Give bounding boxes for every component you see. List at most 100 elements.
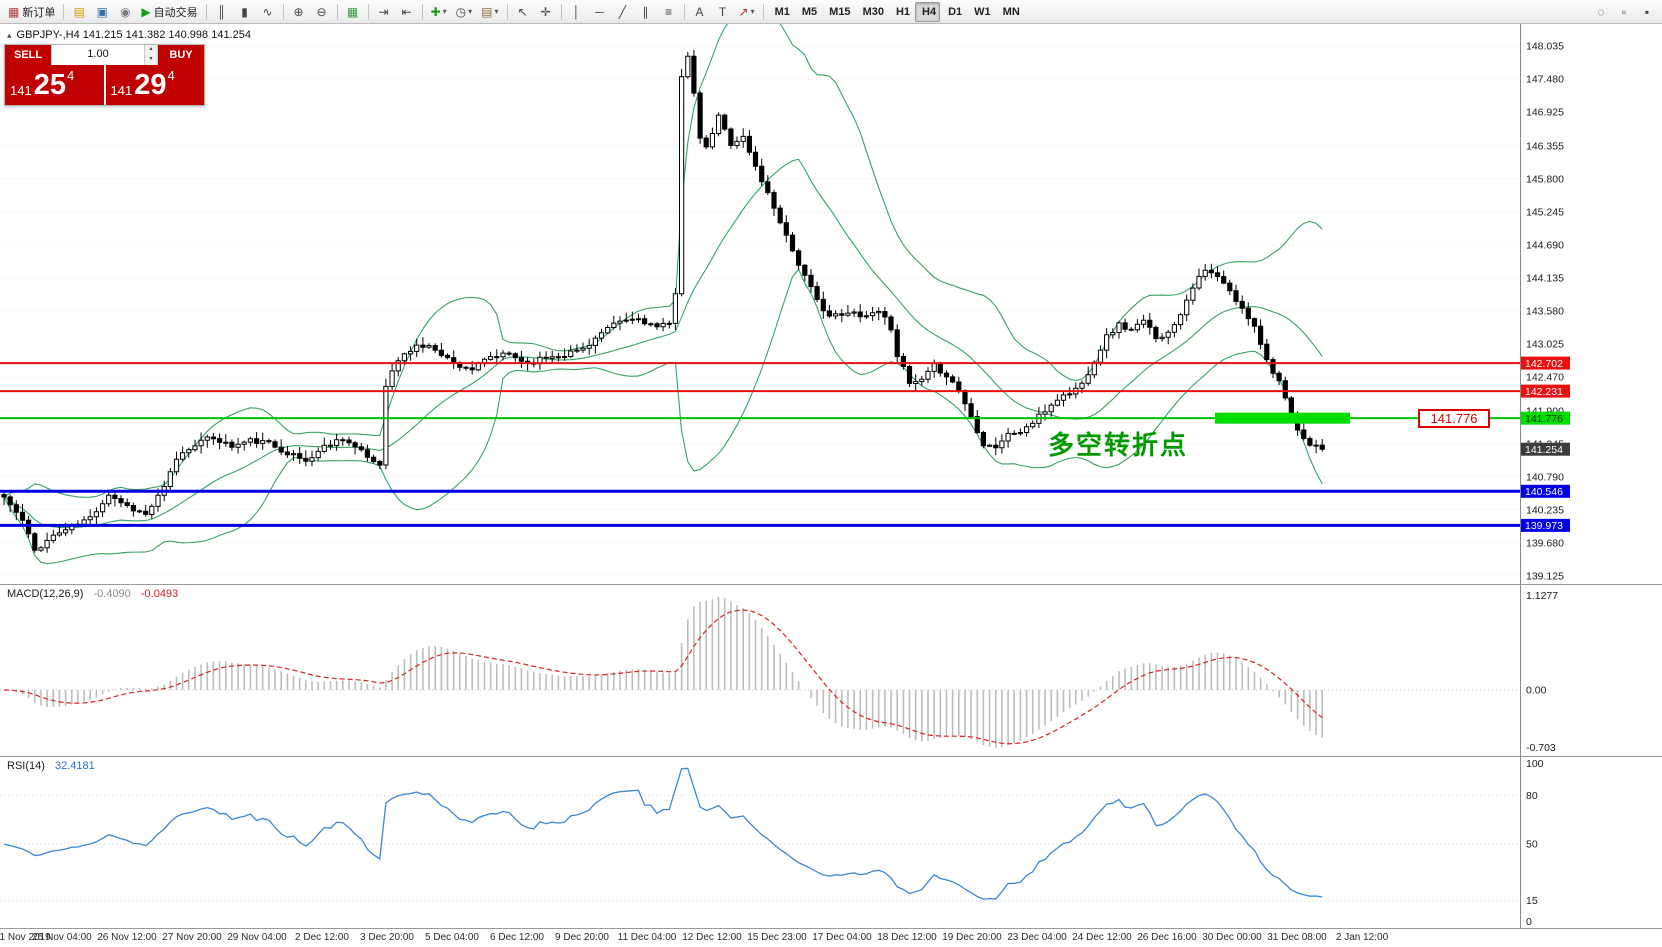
macd-name: MACD(12,26,9) [7,588,84,600]
crosshair-icon[interactable]: ✛ [535,2,557,22]
tf-mn[interactable]: MN [996,2,1024,22]
indicators-button-dropdown-icon[interactable]: ▾ [442,7,447,16]
zoom-out-icon[interactable]: ⊖ [311,2,333,22]
macd-panel[interactable]: 1.1277 0.00 -0.703 [0,584,1662,756]
tf-h4[interactable]: H4 [915,1,941,22]
new-order-button[interactable]: ▦ 新订单 [4,2,59,22]
corner-icon[interactable]: ▪ [1636,2,1658,22]
sell-price-prefix: 141 [10,82,32,98]
volume-stepper[interactable]: ▴ ▾ [144,45,157,65]
text-icon[interactable]: A [689,2,711,22]
rsi-name: RSI(14) [7,760,45,772]
tf-m30[interactable]: M30 [856,2,888,22]
tf-w1-label: W1 [974,5,991,18]
tf-h1[interactable]: H1 [889,2,914,22]
svg-text:0.00: 0.00 [1526,685,1547,697]
candlestick-chart-icon[interactable]: ▮ [234,2,256,22]
toolbar-separator [560,3,562,20]
chart-symbol-line: ▴ GBPJPY-,H4 141.215 141.382 140.998 141… [7,29,251,41]
volume-down-icon[interactable]: ▾ [145,55,157,65]
rsi-value: 32.4181 [54,760,95,772]
price-gridlines [0,45,1520,577]
chart-window-icon: ▫ [1621,4,1627,19]
fibonacci-icon: ≡ [665,4,673,19]
svg-text:139.973: 139.973 [1525,520,1563,532]
macd-value1: -0.4090 [93,588,131,600]
time-label: 24 Dec 12:00 [1072,932,1132,943]
auto-scroll-icon[interactable]: ⇥ [373,2,395,22]
svg-text:80: 80 [1526,790,1538,802]
channel-icon: ∥ [642,4,649,19]
trendline-icon[interactable]: ╱ [612,2,634,22]
chart-window-icon[interactable]: ▫ [1613,2,1635,22]
tf-d1[interactable]: D1 [941,2,966,22]
market-icon: ▣ [96,4,109,19]
market-icon[interactable]: ▣ [91,2,113,22]
periods-button-dropdown-icon[interactable]: ▾ [468,7,473,16]
fibonacci-icon[interactable]: ≡ [658,2,680,22]
periods-button[interactable]: ◷ ▾ [452,2,477,22]
periods-button-icon: ◷ [455,4,467,19]
macd-histogram [9,597,1323,748]
svg-text:1.1277: 1.1277 [1526,590,1558,602]
sell-button[interactable]: 141 25 4 [5,65,104,105]
new-order-button-label: 新订单 [22,6,56,19]
chart-shift-icon: ⇤ [401,4,412,19]
tf-m5[interactable]: M5 [795,2,821,22]
svg-text:139.680: 139.680 [1526,537,1564,549]
one-click-trading-panel: SELL 1.00 ▴ ▾ BUY 141 25 4 141 29 4 [4,44,205,106]
zoom-in-icon[interactable]: ⊕ [288,2,310,22]
svg-text:140.235: 140.235 [1526,504,1564,516]
channel-icon[interactable]: ∥ [635,2,657,22]
tile-windows-icon[interactable]: ▦ [342,2,364,22]
time-label: 9 Dec 20:00 [555,932,609,943]
toolbar-separator [205,3,207,20]
tf-mn-label: MN [1002,5,1020,18]
tf-w1[interactable]: W1 [967,2,995,22]
zoom-out-icon: ⊖ [316,4,327,19]
buy-button[interactable]: 141 29 4 [105,65,204,105]
cursor-icon[interactable]: ↖ [512,2,534,22]
time-label: 27 Nov 20:00 [162,932,222,943]
volume-up-icon[interactable]: ▴ [145,45,157,55]
trendline-icon: ╱ [618,4,627,19]
metaeditor-icon[interactable]: ▤ [68,2,90,22]
alerts-icon[interactable]: ◉ [114,2,136,22]
svg-text:-0.703: -0.703 [1526,742,1556,754]
arrows-icon[interactable]: ↗ ▾ [735,2,759,22]
vertical-line-icon[interactable]: │ [566,2,588,22]
chart-shift-icon[interactable]: ⇤ [396,2,418,22]
bar-chart-icon[interactable]: ║ [211,2,233,22]
time-label: 26 Dec 16:00 [1137,932,1197,943]
svg-text:100: 100 [1526,758,1544,770]
arrows-icon-dropdown-icon[interactable]: ▾ [750,7,755,16]
tf-m1[interactable]: M1 [768,2,794,22]
volume-input[interactable]: 1.00 [87,48,109,60]
time-label: 2 Jan 12:00 [1335,932,1389,943]
horizontal-line-icon[interactable]: ─ [589,2,611,22]
alerts-icon: ◉ [120,4,131,19]
macd-signal-line [3,609,1323,745]
line-chart-icon[interactable]: ∿ [257,2,279,22]
autotrading-button[interactable]: ▶ 自动交易 [137,2,201,22]
time-label: 31 Dec 08:00 [1267,932,1327,943]
rsi-panel[interactable]: 100 80 50 15 0 [0,756,1662,928]
toolbar-separator [506,3,508,20]
toolbar-separator [282,3,284,20]
search-icon: ◌ [1597,4,1605,19]
svg-text:142.470: 142.470 [1526,371,1564,383]
buy-price-main: 29 [134,69,167,101]
templates-button[interactable]: ▤ ▾ [477,2,502,22]
chart-icon: ▴ [7,29,12,40]
templates-button-dropdown-icon[interactable]: ▾ [494,7,499,16]
tf-m15[interactable]: M15 [822,2,854,22]
text-label-icon[interactable]: T [712,2,734,22]
main-chart[interactable]: 148.035 147.480 146.925 146.355 145.800 145.2… [0,24,1662,584]
autotrading-button-icon: ▶ [141,4,151,19]
time-label: 18 Dec 12:00 [877,932,937,943]
indicators-button[interactable]: ✚ ▾ [427,2,451,22]
search-icon[interactable]: ◌ [1590,2,1612,22]
svg-text:147.480: 147.480 [1526,74,1564,86]
templates-button-icon: ▤ [481,4,493,19]
